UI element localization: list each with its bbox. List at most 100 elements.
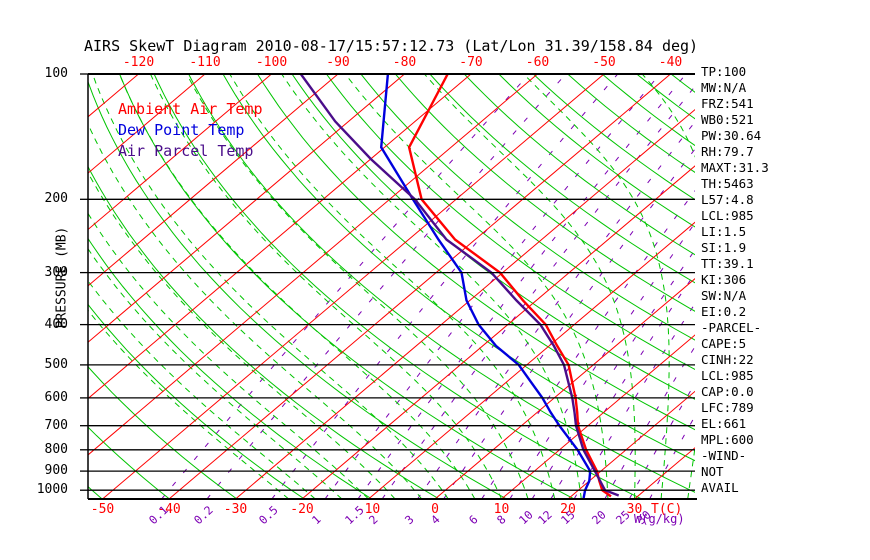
parameter-frz: FRZ:541: [701, 96, 754, 111]
parameter-tt: TT:39.1: [701, 256, 754, 271]
mixing-ratio-line: [357, 74, 687, 499]
parameter-avail: AVAIL: [701, 480, 739, 495]
moist-adiabat-line: [344, 74, 609, 499]
isotherm-line: [168, 74, 671, 499]
pressure-tick-label: 900: [44, 463, 68, 479]
parameter-parcel: -PARCEL-: [701, 320, 762, 335]
isotherm-line: [567, 390, 695, 499]
top-temp-tick-label: -80: [392, 55, 417, 70]
bottom-temp-tick-label: 0: [431, 502, 439, 517]
top-temp-tick-label: -110: [189, 55, 221, 70]
parameter-ki: KI:306: [701, 272, 747, 287]
pressure-tick-label: 100: [44, 66, 68, 81]
moist-adiabat-line: [281, 74, 582, 499]
pressure-tick-label: 500: [44, 356, 68, 372]
moist-adiabat-line: [119, 74, 476, 499]
parameter-wb0: WB0:521: [701, 112, 754, 127]
bottom-temp-tick-label: -40: [157, 502, 181, 517]
bottom-temp-tick-label: 10: [493, 502, 510, 517]
isotherm-line: [235, 108, 695, 499]
moist-adiabat-line: [88, 122, 423, 499]
mixing-ratio-line: [417, 121, 695, 499]
dry-adiabat-line: [188, 74, 695, 493]
dry-adiabat-line: [395, 74, 695, 312]
parameter-mw: MW:N/A: [701, 80, 747, 95]
pressure-tick-label: 600: [44, 389, 68, 405]
parameter-el: EL:661: [701, 416, 747, 431]
parameter-l57: L57:4.8: [701, 192, 754, 207]
mixing-ratio-line: [381, 85, 695, 499]
dry-adiabat-line: [498, 74, 695, 228]
parameter-wind: -WIND-: [701, 448, 747, 463]
top-temp-tick-label: -100: [255, 55, 288, 70]
top-temp-tick-label: -40: [658, 55, 683, 70]
dry-adiabat-line: [291, 74, 695, 400]
dry-adiabat-line: [88, 486, 103, 499]
moist-adiabat-line: [88, 247, 343, 499]
bottom-temp-tick-label: 30: [626, 502, 643, 517]
dry-adiabat-line: [429, 74, 695, 284]
moist-adiabat-line: [88, 212, 369, 499]
dry-adiabat-line: [257, 74, 695, 431]
legend-dew-point: Dew Point Temp: [118, 121, 245, 139]
parameter-cape: CAPE:5: [701, 336, 747, 351]
moist-adiabat-line: [88, 280, 316, 499]
parameter-rh: RH:79.7: [701, 144, 754, 159]
ambient-air-temp-curve: [407, 74, 612, 498]
parameter-si: SI:1.9: [701, 240, 747, 255]
top-temp-tick-label: -50: [592, 55, 616, 70]
parameter-mpl: MPL:600: [701, 432, 754, 447]
dry-adiabat-line: [88, 237, 373, 499]
moist-adiabat-line: [424, 74, 636, 499]
dry-adiabat-line: [463, 74, 695, 256]
background-line-families: [88, 74, 695, 499]
parameter-not: NOT: [701, 464, 724, 479]
top-temp-tick-label: -120: [122, 55, 155, 70]
chart-title: AIRS SkewT Diagram 2010-08-17/15:57:12.7…: [84, 37, 699, 55]
parameter-lfc: LFC:789: [701, 400, 754, 415]
dry-adiabat-line: [88, 365, 238, 499]
moist-adiabat-line: [186, 74, 529, 499]
dry-adiabat-line: [88, 426, 170, 499]
dry-adiabat-line: [601, 74, 695, 147]
pressure-tick-label: 400: [44, 316, 68, 332]
parameter-maxt: MAXT:31.3: [701, 160, 769, 175]
dry-adiabat-line: [88, 303, 305, 499]
bottom-temp-tick-label: -10: [356, 502, 381, 517]
dry-adiabat-line: [532, 74, 695, 201]
parameter-cinh: CINH:22: [701, 352, 754, 367]
top-temp-tick-label: -90: [326, 55, 350, 70]
isotherm-line: [102, 74, 605, 499]
top-temp-tick-label: -70: [459, 55, 483, 70]
dry-adiabat-line: [567, 74, 695, 174]
parameter-lcl: LCL:985: [701, 208, 754, 223]
isotherm-line: [501, 334, 695, 499]
dry-adiabat-line: [360, 74, 695, 341]
isotherm-line: [88, 74, 272, 231]
parameter-cap: CAP:0.0: [701, 384, 754, 399]
mixing-ratio-line: [324, 74, 661, 499]
dew-point-temp-curve: [379, 74, 592, 499]
isotherm-line: [88, 74, 472, 400]
mixing-ratio-unit-label: W(g/kg): [634, 512, 685, 526]
parameter-pw: PW:30.64: [701, 128, 762, 143]
dry-adiabat-line: [222, 74, 695, 462]
moist-adiabat-line: [523, 74, 670, 499]
pressure-tick-label: 300: [44, 264, 68, 280]
parameter-li: LI:1.5: [701, 224, 747, 239]
isotherm-line: [88, 74, 206, 174]
moist-adiabat-line: [92, 74, 449, 499]
isotherm-line: [88, 74, 538, 456]
mixing-ratio-line: [481, 189, 695, 499]
bottom-temp-tick-label: -20: [290, 502, 314, 517]
pressure-tick-label: 800: [44, 441, 68, 457]
parameter-tp: TP:100: [701, 64, 747, 79]
dry-adiabat-line: [153, 74, 642, 499]
moist-adiabat-line: [229, 74, 556, 499]
isotherm-line: [88, 74, 339, 287]
isotherm-line: [88, 74, 405, 343]
mixing-ratio-line: [206, 74, 567, 499]
dry-adiabat-line: [325, 74, 695, 371]
